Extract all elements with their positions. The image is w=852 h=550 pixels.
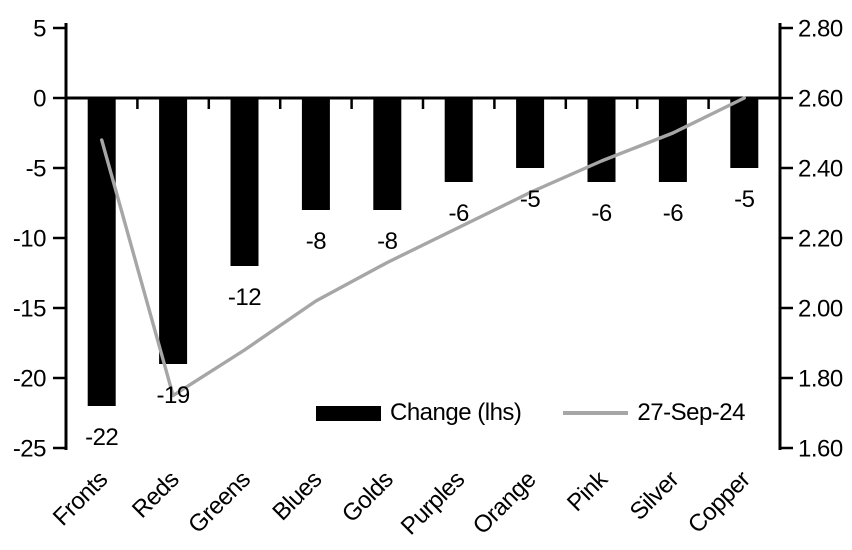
- category-label-greens: Greens: [183, 466, 256, 539]
- right-axis-label: 2.60: [798, 86, 843, 113]
- bar-reds: [159, 98, 188, 364]
- bar-greens: [230, 98, 259, 266]
- left-axis-label: -15: [13, 296, 46, 323]
- legend-line-swatch-icon: [563, 411, 629, 415]
- bar-data-label: -6: [591, 200, 611, 227]
- bar-data-label: -5: [520, 186, 540, 213]
- category-label-purples: Purples: [396, 466, 471, 541]
- line-series: [99, 96, 746, 398]
- bar-purples: [444, 98, 473, 182]
- legend-bar-swatch-icon: [316, 405, 381, 421]
- left-axis-label: -5: [26, 156, 46, 183]
- right-axis-label: 1.80: [798, 366, 843, 393]
- bar-data-label: -6: [663, 200, 683, 227]
- bar-silver: [658, 98, 687, 182]
- category-label-pink: Pink: [562, 465, 614, 517]
- bar-pink: [587, 98, 616, 182]
- category-label-orange: Orange: [468, 466, 542, 540]
- bar-data-label: -6: [449, 200, 469, 227]
- right-axis-label: 2.80: [798, 16, 843, 43]
- bar-data-label: -19: [157, 382, 190, 409]
- category-label-golds: Golds: [337, 466, 399, 528]
- right-axis-label: 2.00: [798, 296, 843, 323]
- bar-blues: [301, 98, 330, 210]
- left-axis-label: 5: [33, 16, 46, 43]
- right-axis-label: 2.40: [798, 156, 843, 183]
- category-label-silver: Silver: [625, 466, 685, 526]
- bar-copper: [730, 98, 759, 168]
- bar-data-label: -12: [228, 284, 261, 311]
- bar-data-label: -8: [377, 228, 397, 255]
- left-axis-label: -25: [13, 436, 46, 463]
- left-axis-label: -20: [13, 366, 46, 393]
- category-label-reds: Reds: [127, 466, 185, 524]
- bar-orange: [516, 98, 545, 168]
- bar-data-label: -22: [85, 424, 118, 451]
- left-axis-label: -10: [13, 226, 46, 253]
- category-label-fronts: Fronts: [48, 466, 113, 531]
- bar-data-label: -8: [306, 228, 326, 255]
- category-label-blues: Blues: [267, 466, 327, 526]
- right-axis-label: 2.20: [798, 226, 843, 253]
- legend-bar-label: Change (lhs): [390, 399, 522, 426]
- legend-line-label: 27-Sep-24: [637, 399, 745, 426]
- bar-fronts: [87, 98, 116, 406]
- bar-data-label: -5: [734, 186, 754, 213]
- category-label-copper: Copper: [683, 466, 756, 539]
- bar-golds: [373, 98, 402, 210]
- right-axis-label: 1.60: [798, 436, 843, 463]
- left-axis-label: 0: [33, 86, 46, 113]
- chart-legend: Change (lhs) 27-Sep-24: [316, 399, 745, 426]
